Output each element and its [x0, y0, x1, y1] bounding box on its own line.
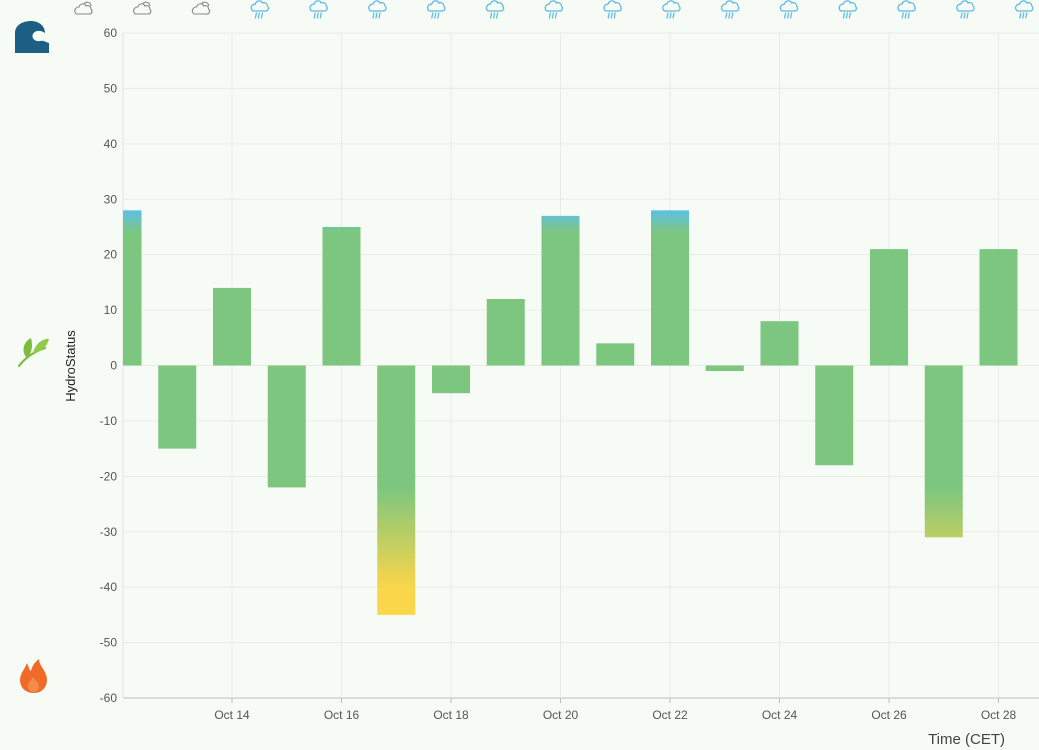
- x-tick-label: Oct 22: [652, 708, 688, 722]
- bar[interactable]: [705, 365, 744, 372]
- status-icon-column: [15, 21, 49, 693]
- bar[interactable]: [123, 210, 142, 366]
- y-tick-label: 0: [110, 359, 117, 373]
- bar[interactable]: [377, 365, 416, 615]
- y-tick-label: 10: [104, 303, 118, 317]
- rain-icon: [309, 0, 328, 19]
- grid-lines: [122, 32, 1039, 703]
- bar[interactable]: [979, 249, 1018, 366]
- rain-icon: [485, 0, 505, 19]
- rain-icon: [838, 0, 858, 19]
- y-tick-label: -50: [100, 636, 118, 650]
- rain-icon: [779, 0, 799, 19]
- bar[interactable]: [596, 343, 635, 366]
- y-axis: 60 50 40 30 20 10 0 -10 -20 -30 -40 -50 -60: [100, 26, 118, 705]
- y-tick-label: -60: [100, 691, 118, 705]
- y-tick-label: -30: [100, 525, 118, 539]
- wave-icon: [15, 21, 49, 53]
- y-tick-label: 20: [104, 248, 118, 262]
- weather-icon-row: [74, 0, 1034, 19]
- bar-series: [123, 210, 1018, 615]
- x-tick-label: Oct 20: [543, 708, 579, 722]
- bar[interactable]: [267, 365, 306, 488]
- bar[interactable]: [322, 226, 361, 366]
- y-tick-label: 60: [104, 26, 118, 40]
- rain-icon: [720, 0, 740, 19]
- x-axis: Oct 14 Oct 16 Oct 18 Oct 20 Oct 22 Oct 24 Oct …: [214, 708, 1016, 722]
- cloud-icon: [74, 1, 93, 15]
- cloud-icon: [191, 1, 211, 15]
- y-tick-label: 30: [104, 192, 118, 206]
- rain-icon: [426, 0, 446, 19]
- bar[interactable]: [541, 215, 580, 366]
- rain-icon: [250, 0, 270, 19]
- bar[interactable]: [870, 249, 908, 366]
- rain-icon: [1014, 0, 1034, 19]
- rain-icon: [897, 0, 916, 19]
- rain-icon: [603, 0, 622, 19]
- y-tick-label: 50: [104, 81, 118, 95]
- x-tick-label: Oct 16: [324, 708, 360, 722]
- x-tick-label: Oct 14: [214, 708, 250, 722]
- rain-icon: [544, 0, 564, 19]
- y-tick-label: -40: [100, 580, 118, 594]
- x-tick-label: Oct 18: [433, 708, 469, 722]
- bar[interactable]: [760, 321, 799, 366]
- y-tick-label: -10: [100, 414, 118, 428]
- y-tick-label: -20: [100, 469, 118, 483]
- rain-icon: [368, 0, 387, 19]
- x-tick-label: Oct 28: [981, 708, 1017, 722]
- bar[interactable]: [924, 365, 963, 538]
- x-axis-title: Time (CET): [928, 731, 1005, 748]
- x-tick-label: Oct 24: [762, 708, 798, 722]
- rain-icon: [662, 0, 681, 19]
- bar[interactable]: [815, 365, 854, 466]
- y-tick-label: 40: [104, 137, 118, 151]
- flame-icon: [20, 659, 47, 693]
- bar[interactable]: [651, 210, 689, 366]
- bar[interactable]: [486, 299, 525, 366]
- leaf-icon: [17, 338, 49, 368]
- y-axis-title: HydroStatus: [63, 330, 78, 402]
- cloud-icon: [133, 1, 152, 15]
- bar[interactable]: [158, 365, 197, 449]
- bar[interactable]: [213, 287, 251, 366]
- bar[interactable]: [432, 365, 470, 394]
- rain-icon: [956, 0, 975, 19]
- x-tick-label: Oct 26: [871, 708, 907, 722]
